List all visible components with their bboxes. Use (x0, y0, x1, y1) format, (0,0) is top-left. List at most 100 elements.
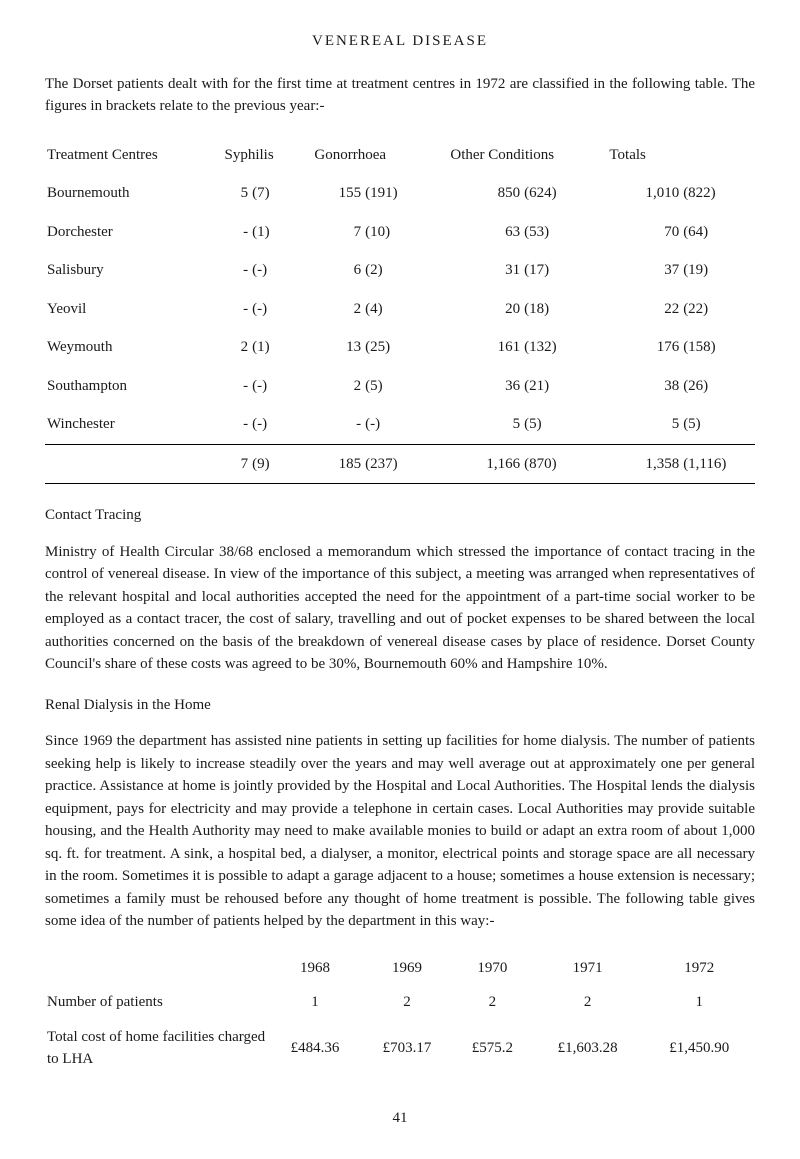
table-row: Southampton - (-) 2 (5) 36 (21) 38 (26) (45, 367, 755, 406)
data-cell: 185 (312, 444, 363, 484)
contact-tracing-heading: Contact Tracing (45, 504, 755, 527)
data-cell: 38 (607, 367, 681, 406)
data-cell: £484.36 (269, 1020, 361, 1077)
years-header-row: 1968 1969 1970 1971 1972 (45, 951, 755, 986)
year-cell: 1969 (361, 951, 453, 986)
data-cell: (1) (250, 328, 312, 367)
data-cell: (624) (522, 174, 607, 213)
table-row: Salisbury - (-) 6 (2) 31 (17) 37 (19) (45, 251, 755, 290)
data-cell: 2 (361, 985, 453, 1020)
data-cell: 6 (312, 251, 363, 290)
centre-cell: Bournemouth (45, 174, 223, 213)
data-cell: £1,603.28 (532, 1020, 644, 1077)
centre-cell: Dorchester (45, 213, 223, 252)
data-cell: 155 (312, 174, 363, 213)
data-cell: - (223, 405, 251, 444)
data-cell: (18) (522, 290, 607, 329)
data-cell: (191) (363, 174, 448, 213)
data-cell: 176 (607, 328, 681, 367)
data-cell: 22 (607, 290, 681, 329)
data-cell: - (223, 213, 251, 252)
data-cell: £703.17 (361, 1020, 453, 1077)
data-cell: 161 (448, 328, 522, 367)
col-header: Totals (607, 136, 755, 175)
data-cell: 5 (607, 405, 681, 444)
data-cell: - (223, 290, 251, 329)
data-cell: (-) (250, 405, 312, 444)
year-cell: 1968 (269, 951, 361, 986)
data-cell: (21) (522, 367, 607, 406)
col-header: Syphilis (223, 136, 313, 175)
data-cell: 70 (607, 213, 681, 252)
data-cell: £575.2 (453, 1020, 532, 1077)
col-header: Other Conditions (448, 136, 607, 175)
data-cell: 7 (223, 444, 251, 484)
row-label: Total cost of home facilities charged to… (45, 1020, 269, 1077)
empty-cell (45, 951, 269, 986)
centre-cell (45, 444, 223, 484)
data-cell: (1,116) (681, 444, 755, 484)
centre-cell: Winchester (45, 405, 223, 444)
year-cell: 1971 (532, 951, 644, 986)
page-number: 41 (45, 1107, 755, 1130)
data-cell: (53) (522, 213, 607, 252)
data-cell: (7) (250, 174, 312, 213)
col-header: Gonorrhoea (312, 136, 448, 175)
contact-tracing-paragraph: Ministry of Health Circular 38/68 enclos… (45, 541, 755, 676)
patients-cost-table: 1968 1969 1970 1971 1972 Number of patie… (45, 951, 755, 1077)
data-cell: 13 (312, 328, 363, 367)
data-cell: (10) (363, 213, 448, 252)
centre-cell: Yeovil (45, 290, 223, 329)
data-cell: (26) (681, 367, 755, 406)
year-cell: 1970 (453, 951, 532, 986)
data-cell: (5) (681, 405, 755, 444)
table-row: Winchester - (-) - (-) 5 (5) 5 (5) (45, 405, 755, 444)
data-cell: - (223, 367, 251, 406)
data-cell: (870) (522, 444, 607, 484)
treatment-centres-table: Treatment Centres Syphilis Gonorrhoea Ot… (45, 136, 755, 485)
data-cell: 2 (453, 985, 532, 1020)
intro-paragraph: The Dorset patients dealt with for the f… (45, 73, 755, 118)
data-cell: £1,450.90 (643, 1020, 755, 1077)
table-row: Total cost of home facilities charged to… (45, 1020, 755, 1077)
data-cell: 36 (448, 367, 522, 406)
renal-paragraph: Since 1969 the department has assisted n… (45, 730, 755, 933)
table-row: Dorchester - (1) 7 (10) 63 (53) 70 (64) (45, 213, 755, 252)
table-row: Bournemouth 5 (7) 155 (191) 850 (624) 1,… (45, 174, 755, 213)
data-cell: (-) (250, 367, 312, 406)
data-cell: 1,010 (607, 174, 681, 213)
centre-cell: Salisbury (45, 251, 223, 290)
data-cell: (25) (363, 328, 448, 367)
data-cell: 2 (532, 985, 644, 1020)
data-cell: 2 (312, 367, 363, 406)
data-cell: 2 (223, 328, 251, 367)
data-cell: (158) (681, 328, 755, 367)
data-cell: (1) (250, 213, 312, 252)
data-cell: (9) (250, 444, 312, 484)
renal-heading: Renal Dialysis in the Home (45, 694, 755, 717)
col-header: Treatment Centres (45, 136, 223, 175)
data-cell: 37 (607, 251, 681, 290)
data-cell: (64) (681, 213, 755, 252)
data-cell: 20 (448, 290, 522, 329)
page-title: VENEREAL DISEASE (45, 30, 755, 53)
row-label: Number of patients (45, 985, 269, 1020)
data-cell: (237) (363, 444, 448, 484)
table-row: Number of patients 1 2 2 2 1 (45, 985, 755, 1020)
data-cell: 2 (312, 290, 363, 329)
data-cell: 31 (448, 251, 522, 290)
data-cell: (132) (522, 328, 607, 367)
data-cell: 1 (269, 985, 361, 1020)
table-totals-row: 7 (9) 185 (237) 1,166 (870) 1,358 (1,116… (45, 444, 755, 484)
data-cell: 7 (312, 213, 363, 252)
data-cell: 5 (223, 174, 251, 213)
data-cell: 1,358 (607, 444, 681, 484)
data-cell: (-) (250, 251, 312, 290)
data-cell: 1,166 (448, 444, 522, 484)
data-cell: (2) (363, 251, 448, 290)
data-cell: (22) (681, 290, 755, 329)
data-cell: 63 (448, 213, 522, 252)
data-cell: 5 (448, 405, 522, 444)
data-cell: (822) (681, 174, 755, 213)
data-cell: (-) (363, 405, 448, 444)
